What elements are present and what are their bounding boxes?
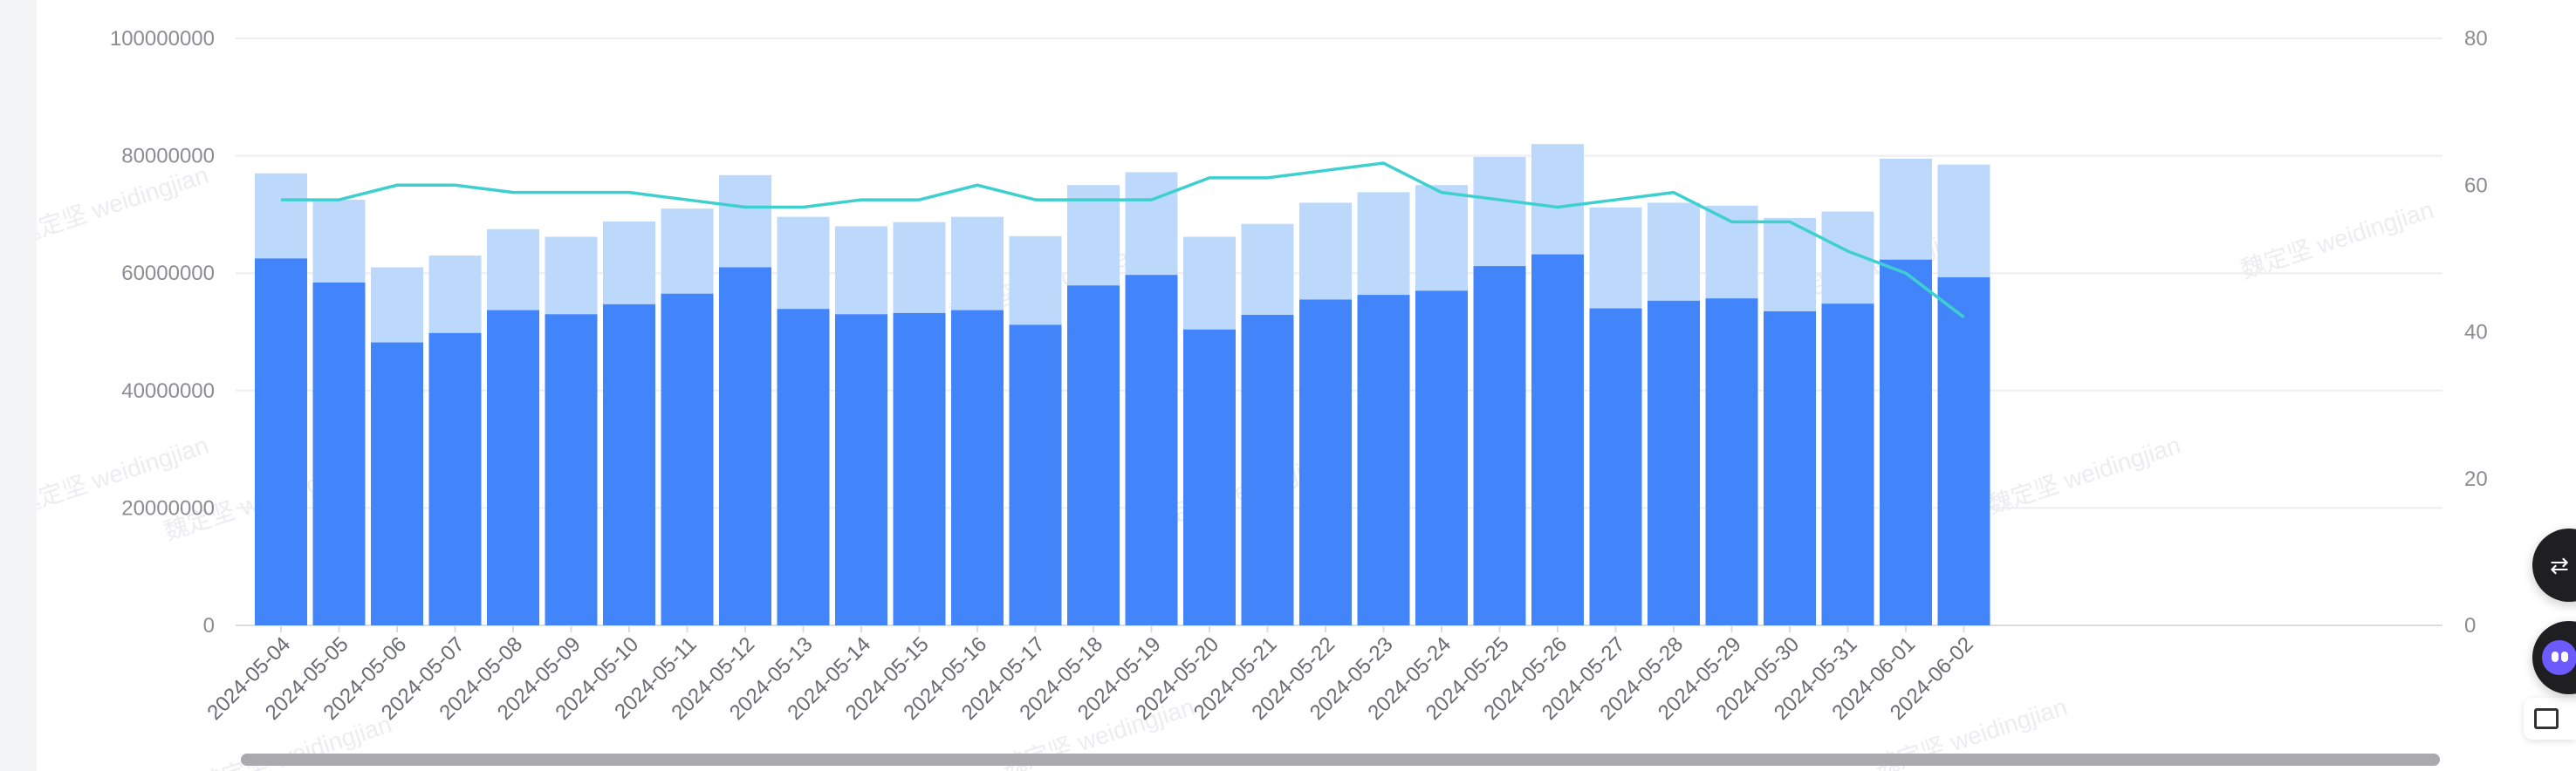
bar-main	[835, 314, 887, 625]
bar-main	[545, 314, 598, 625]
bar-main	[1821, 304, 1874, 625]
bar-main	[1531, 254, 1584, 625]
bar-main	[1183, 329, 1236, 625]
bar-main	[312, 282, 366, 625]
bar-main	[1067, 285, 1120, 625]
y-right-tick-label: 40	[2464, 321, 2488, 345]
bar-main	[1125, 275, 1178, 625]
bar-main	[487, 310, 539, 625]
bar-main	[371, 342, 423, 625]
bar-main	[1357, 295, 1410, 625]
bar-main	[719, 267, 771, 625]
bar-main	[661, 293, 714, 625]
bar-main	[893, 312, 946, 625]
bar-main	[255, 258, 307, 625]
x-axis: 2024-05-042024-05-052024-05-062024-05-07…	[202, 625, 1978, 725]
bar-main	[1589, 308, 1642, 625]
y-right-tick-label: 0	[2464, 614, 2476, 638]
y-left-tick-label: 100000000	[110, 27, 215, 51]
translate-icon: ⇄	[2550, 551, 2569, 578]
y-right-tick-label: 20	[2464, 467, 2488, 491]
y-left-tick-label: 80000000	[121, 145, 215, 168]
horizontal-scrollbar[interactable]	[241, 754, 2440, 766]
y-left-tick-label: 0	[203, 614, 215, 638]
bar-main	[1009, 324, 1062, 625]
bar-main	[1648, 300, 1700, 625]
y-right-tick-label: 60	[2464, 174, 2488, 197]
y-left-tick-label: 60000000	[121, 262, 215, 285]
y-axis-right: 0 20 40 60 80	[2464, 27, 2488, 638]
bar-main	[777, 309, 830, 625]
screenshot-button[interactable]	[2524, 698, 2576, 740]
bar-main	[1705, 298, 1758, 625]
bar-main	[951, 310, 1004, 625]
y-axis-left: 0 20000000 40000000 60000000 80000000 1000000…	[110, 27, 215, 638]
assistant-icon	[2542, 640, 2576, 675]
combo-chart: 0 20000000 40000000 60000000 80000000 1000000…	[110, 27, 2488, 725]
bar-main	[1473, 266, 1526, 625]
line-path	[281, 161, 1965, 319]
y-right-tick-label: 80	[2464, 27, 2488, 51]
bar-main	[603, 304, 655, 625]
bar-main	[1764, 310, 1816, 625]
bar-main	[1299, 299, 1352, 625]
bar-main	[1937, 276, 1990, 625]
bar-series-main	[255, 254, 1990, 625]
line-series	[281, 161, 1965, 319]
screenshot-icon	[2534, 708, 2559, 729]
bar-main	[1415, 290, 1468, 625]
y-left-tick-label: 40000000	[121, 379, 215, 403]
y-left-tick-label: 20000000	[121, 496, 215, 520]
bar-main	[428, 332, 482, 625]
bar-main	[1880, 259, 1932, 625]
bar-main	[1241, 314, 1294, 625]
